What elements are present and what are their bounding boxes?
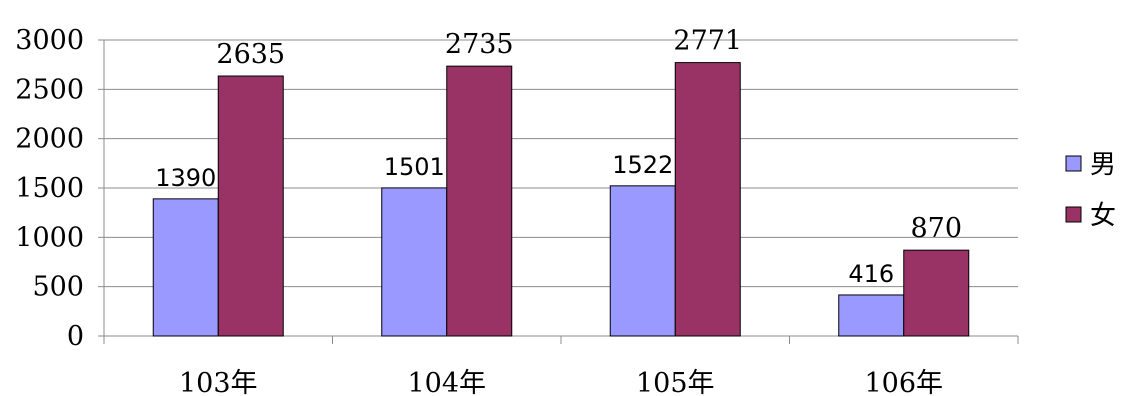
y-tick-label: 0	[67, 321, 84, 352]
bar-female	[903, 249, 970, 337]
data-label-female: 2735	[445, 29, 514, 60]
x-tick-label: 105年	[636, 368, 715, 396]
bar-male	[152, 198, 219, 337]
data-label-male: 1390	[155, 164, 216, 192]
x-tick-label: 104年	[407, 368, 486, 396]
y-tick-label: 2000	[15, 124, 84, 155]
data-label-female: 2771	[673, 26, 742, 57]
data-label-female: 870	[910, 213, 962, 244]
y-tick-label: 500	[32, 272, 84, 303]
bar-male	[609, 185, 676, 337]
data-label-male: 1501	[384, 153, 445, 181]
legend-swatch-male	[1065, 155, 1082, 172]
y-tick-label: 3000	[15, 25, 84, 56]
y-tick-label: 1500	[15, 173, 84, 204]
legend-swatch-female	[1065, 206, 1082, 223]
bar-female	[446, 65, 513, 337]
bar-male	[838, 294, 905, 337]
data-label-female: 2635	[216, 39, 285, 70]
legend: 男女	[1065, 150, 1116, 231]
x-tick-label: 106年	[864, 368, 943, 396]
data-labels: 1390 2635 1501 2735 1522 2771 416 870	[155, 26, 962, 288]
bars	[152, 62, 970, 337]
y-tick-label: 1000	[15, 222, 84, 253]
x-tick-label: 103年	[179, 368, 258, 396]
x-axis: 103年 104年 105年 106年	[103, 335, 1019, 396]
y-tick-label: 2500	[15, 74, 84, 105]
data-label-male: 1522	[612, 151, 673, 179]
legend-label-male: 男	[1090, 150, 1116, 180]
legend-label-female: 女	[1090, 201, 1116, 231]
bar-female	[217, 75, 284, 337]
bar-male	[381, 187, 448, 337]
bar-female	[674, 62, 741, 337]
y-axis: 0 500 1000 1500 2000 2500 3000	[15, 25, 105, 352]
data-label-male: 416	[848, 260, 894, 288]
